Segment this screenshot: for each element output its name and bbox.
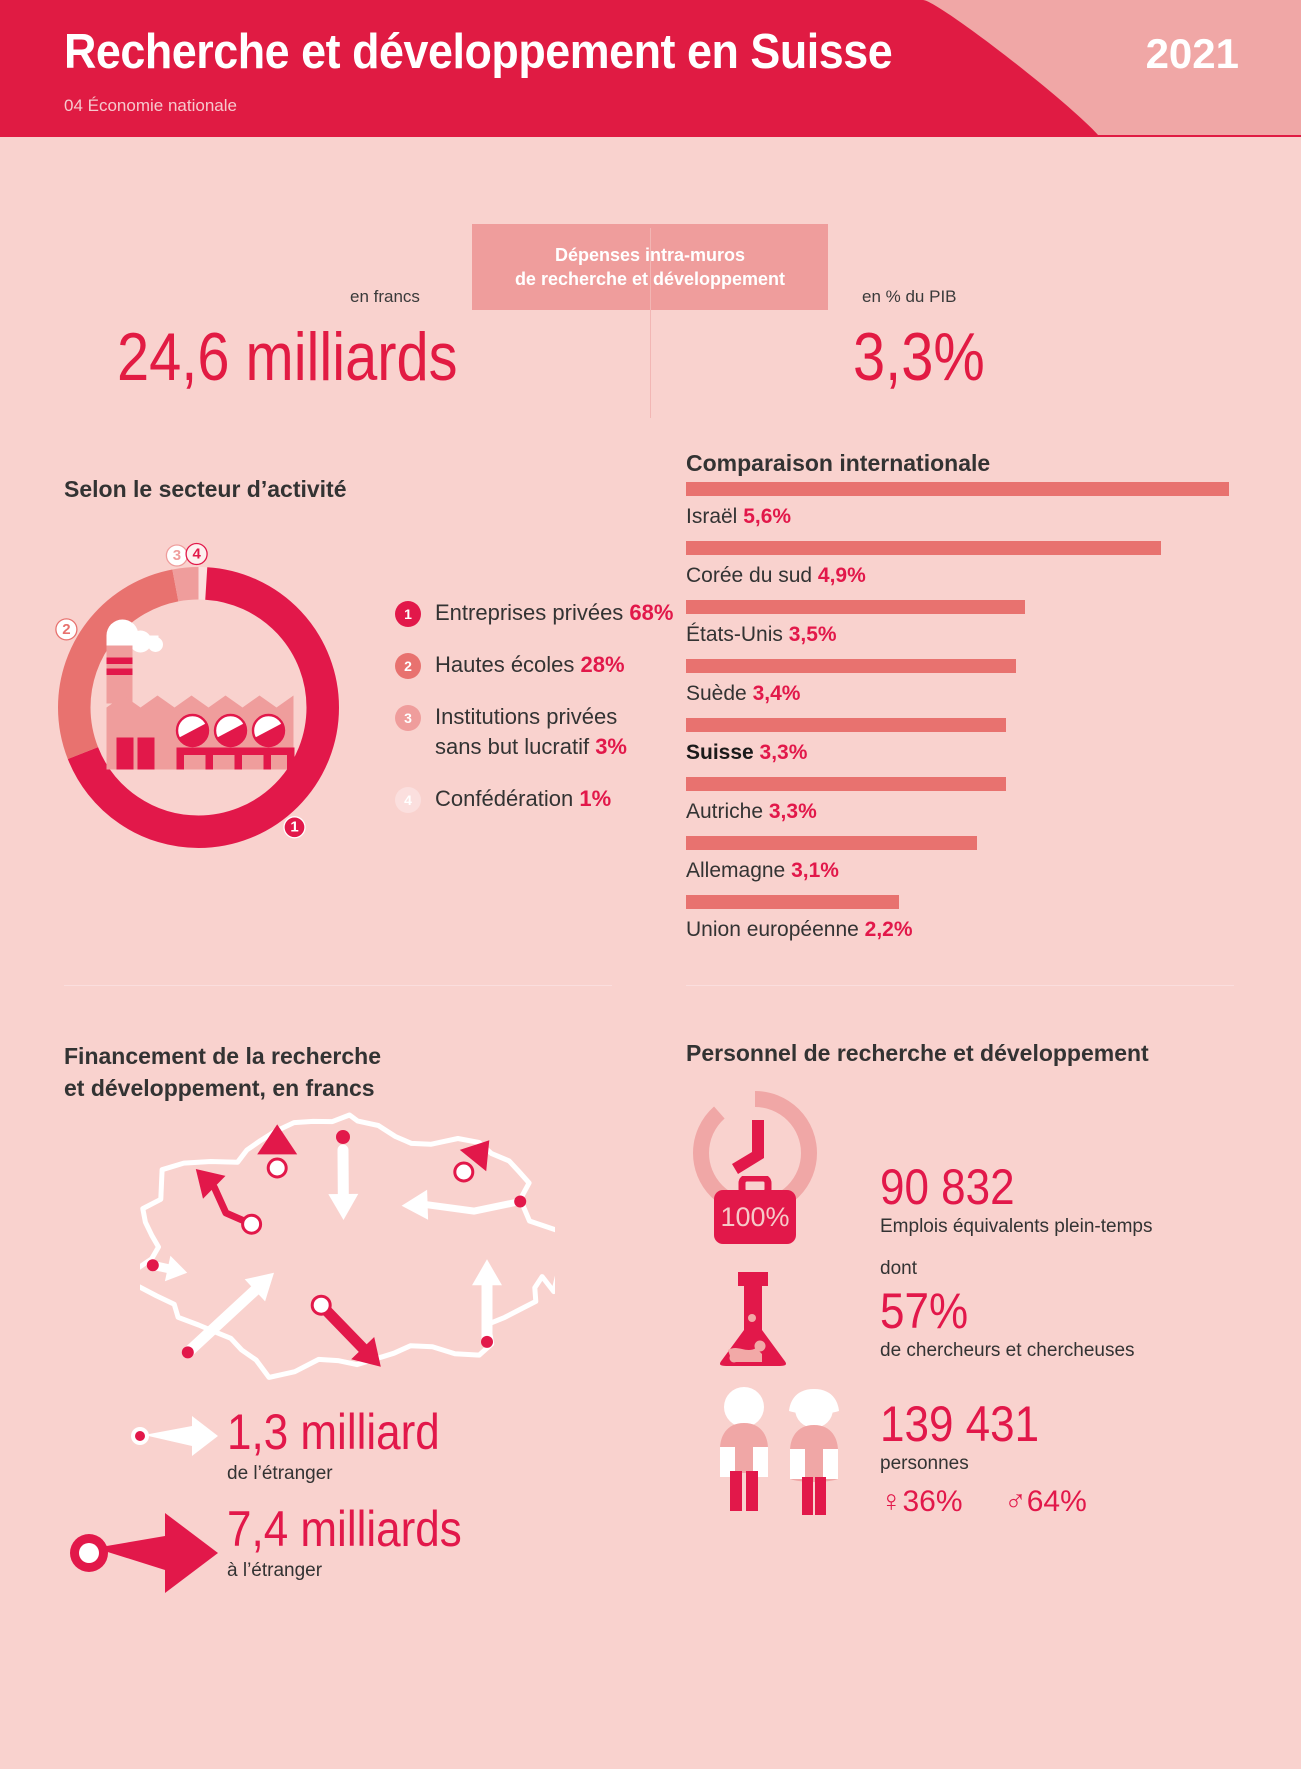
svg-text:2: 2 [62, 621, 70, 638]
svg-text:3: 3 [173, 547, 181, 564]
svg-text:1: 1 [290, 819, 298, 836]
svg-text:4: 4 [192, 545, 201, 562]
svg-text:100%: 100% [720, 1202, 789, 1232]
